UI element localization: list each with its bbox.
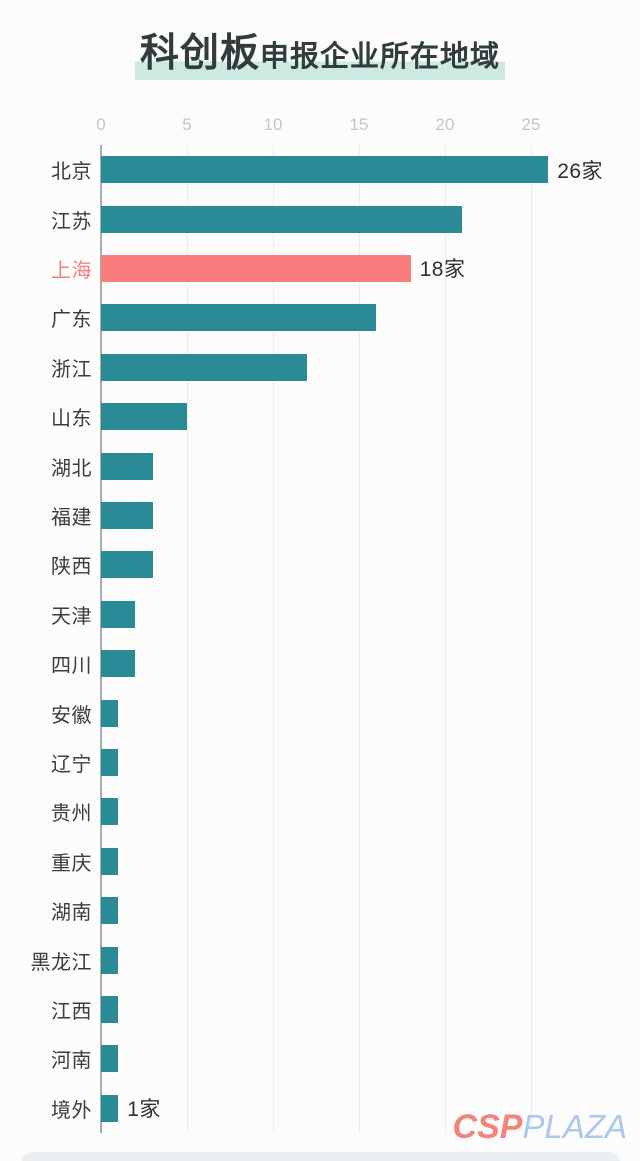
bar	[101, 1045, 119, 1073]
bar	[101, 897, 119, 925]
bar	[101, 847, 119, 875]
watermark-csp-text: CSP	[452, 1108, 523, 1146]
bar-row: 湖北	[0, 441, 640, 490]
bar	[101, 650, 136, 678]
bar-row: 江苏	[0, 194, 640, 243]
bar	[101, 600, 136, 628]
vertical-gridline	[273, 145, 274, 1133]
bar-row: 上海 18家	[0, 244, 640, 293]
bar-row: 安徽	[0, 688, 640, 737]
bar	[101, 995, 119, 1023]
category-label: 安徽	[51, 704, 92, 727]
category-label: 江苏	[51, 210, 92, 233]
chart-title: 科创板申报企业所在地域	[0, 34, 640, 80]
bar-value-label: 18家	[419, 258, 466, 282]
bar-row: 山东	[0, 392, 640, 441]
bar-row: 湖南	[0, 886, 640, 935]
x-axis-tick-label: 15	[349, 115, 369, 134]
title-rest-text: 申报企业所在地域	[260, 41, 501, 73]
category-label: 北京	[51, 161, 92, 184]
bar	[101, 748, 119, 776]
category-label: 陕西	[51, 556, 92, 579]
vertical-gridline	[445, 145, 446, 1133]
x-axis-tick-label: 5	[182, 115, 192, 134]
category-label: 福建	[51, 506, 92, 529]
bar	[101, 403, 187, 431]
bar	[101, 551, 153, 579]
bar-row: 北京 26家	[0, 145, 640, 194]
bar-row: 福建	[0, 491, 640, 540]
category-label: 辽宁	[51, 753, 92, 776]
category-label: 重庆	[51, 852, 92, 875]
category-label: 上海	[51, 259, 92, 282]
category-label: 境外	[51, 1099, 92, 1122]
bar-row: 四川	[0, 639, 640, 688]
bar	[101, 946, 119, 974]
category-label: 湖北	[51, 457, 92, 480]
category-label: 湖南	[51, 902, 92, 925]
bottom-card-edge	[22, 1152, 620, 1161]
category-label: 江西	[51, 1000, 92, 1023]
bar-value-label: 26家	[557, 159, 604, 183]
bar	[101, 304, 377, 332]
vertical-gridline	[359, 145, 360, 1133]
bar-row: 河南	[0, 1034, 640, 1083]
bar-row: 境外 1家	[0, 1084, 640, 1133]
category-label: 天津	[51, 605, 92, 628]
bar	[101, 156, 549, 184]
highlighted-bar	[101, 254, 411, 282]
watermark-plaza-text: PLAZA	[522, 1108, 627, 1145]
watermark-logo: CSPPLAZA	[453, 1110, 627, 1151]
bar	[101, 353, 308, 381]
category-label: 黑龙江	[30, 951, 92, 974]
x-axis-tick-label: 20	[435, 115, 455, 134]
bar-row: 辽宁	[0, 738, 640, 787]
category-label: 广东	[51, 309, 92, 332]
vertical-gridline	[187, 145, 188, 1133]
x-axis-tick-label: 25	[521, 115, 541, 134]
bar-row: 浙江	[0, 343, 640, 392]
bar-row: 江西	[0, 985, 640, 1034]
title-highlight: 科创板申报企业所在地域	[134, 32, 506, 80]
category-label: 浙江	[51, 358, 92, 381]
x-axis-tick-label: 10	[263, 115, 283, 134]
title-emphasis-text: 科创板	[139, 32, 260, 75]
bar-row: 黑龙江	[0, 935, 640, 984]
bar-row: 贵州	[0, 787, 640, 836]
y-axis-line	[100, 145, 102, 1133]
category-label: 四川	[51, 655, 92, 678]
bar-row: 广东	[0, 293, 640, 342]
bar-row: 天津	[0, 590, 640, 639]
category-label: 河南	[51, 1050, 92, 1073]
bar-value-label: 1家	[127, 1098, 161, 1122]
bar	[101, 1094, 119, 1122]
vertical-gridline	[531, 145, 532, 1133]
bar-row: 重庆	[0, 837, 640, 886]
bar	[101, 501, 153, 529]
bar	[101, 699, 119, 727]
bar	[101, 798, 119, 826]
bar	[101, 452, 153, 480]
category-label: 山东	[51, 408, 92, 431]
bar	[101, 205, 463, 233]
bar-row: 陕西	[0, 540, 640, 589]
category-label: 贵州	[51, 803, 92, 826]
x-axis-tick-label: 0	[96, 115, 106, 134]
